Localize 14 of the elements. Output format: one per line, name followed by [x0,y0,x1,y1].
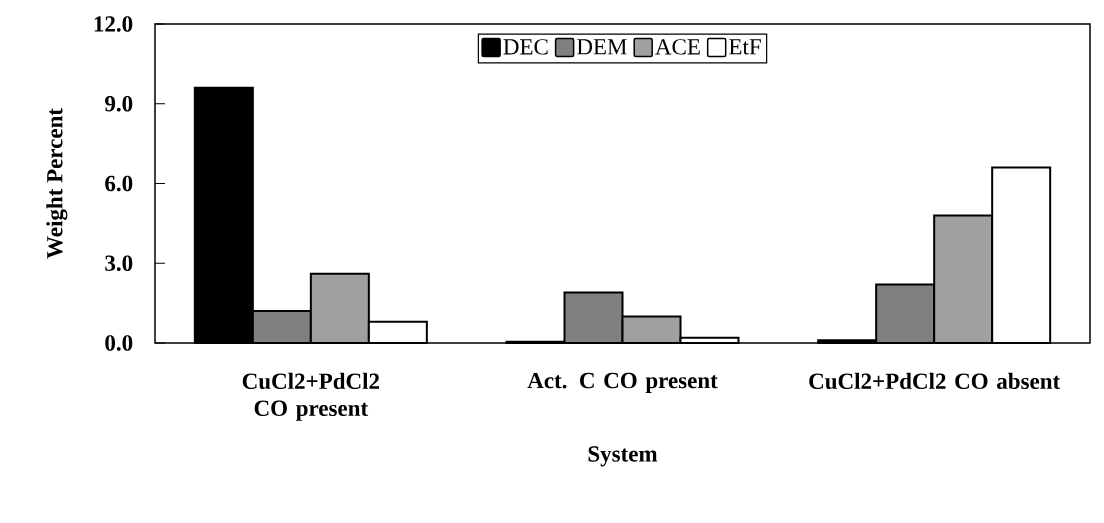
x-tick-label: CuCl2+PdCl2 CO absent [809,372,1061,390]
y-axis-title: Weight Percent [46,108,68,259]
y-tick-label: 0.0 [105,335,133,351]
legend-label: DEC [503,39,548,55]
y-tick-label: 6.0 [105,175,133,192]
x-axis-title: System [588,446,658,467]
legend-label: EtF [729,39,761,55]
x-tick-label: Act. C CO present [527,372,718,393]
x-tick-label: CuCl2+PdCl2 CO present [242,372,380,421]
y-tick-label: 9.0 [105,95,133,112]
y-tick-label: 3.0 [105,255,133,272]
legend-label: DEM [577,39,627,55]
legend-label: ACE [655,39,700,55]
y-tick-label: 12.0 [94,16,133,32]
